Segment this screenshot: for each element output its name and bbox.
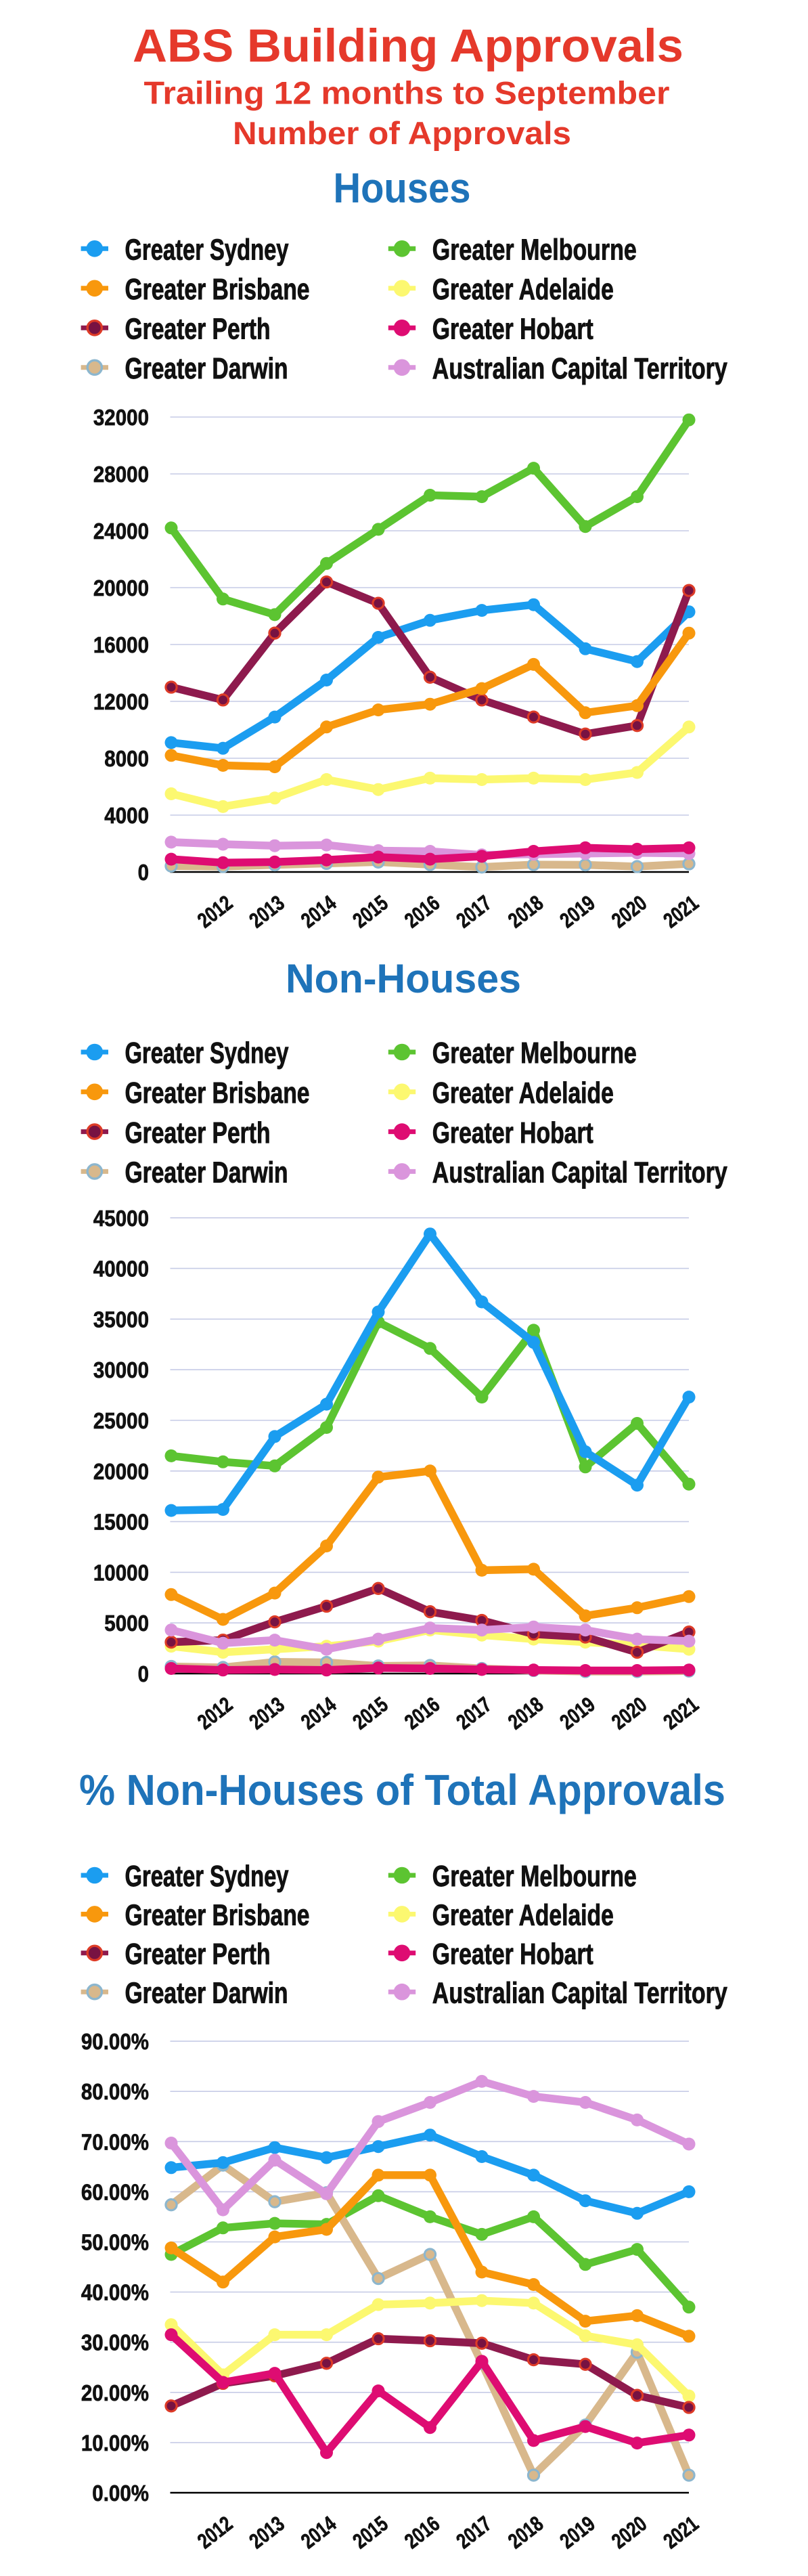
svg-text:0: 0 xyxy=(138,860,149,885)
svg-text:Australian Capital Territory: Australian Capital Territory xyxy=(432,352,727,385)
svg-text:Non-Houses: Non-Houses xyxy=(286,956,521,1001)
svg-text:50.00%: 50.00% xyxy=(81,2230,149,2255)
svg-text:24000: 24000 xyxy=(93,519,149,544)
svg-text:40000: 40000 xyxy=(93,1257,149,1282)
svg-text:40.00%: 40.00% xyxy=(81,2280,149,2305)
svg-text:Greater Sydney: Greater Sydney xyxy=(125,1860,289,1893)
svg-text:Houses: Houses xyxy=(334,165,471,212)
svg-text:60.00%: 60.00% xyxy=(81,2179,149,2204)
svg-text:90.00%: 90.00% xyxy=(81,2029,149,2054)
svg-text:Number of Approvals: Number of Approvals xyxy=(233,115,571,151)
svg-text:Trailing 12 months to Septembe: Trailing 12 months to September xyxy=(144,75,670,111)
svg-text:Greater Darwin: Greater Darwin xyxy=(125,352,288,385)
svg-text:15000: 15000 xyxy=(93,1510,149,1535)
svg-text:Greater Melbourne: Greater Melbourne xyxy=(432,1860,637,1893)
svg-text:Greater Adelaide: Greater Adelaide xyxy=(432,1899,614,1932)
svg-text:Greater Brisbane: Greater Brisbane xyxy=(125,273,310,306)
svg-text:12000: 12000 xyxy=(93,689,149,714)
svg-text:% Non-Houses of Total Approval: % Non-Houses of Total Approvals xyxy=(79,1766,725,1814)
svg-text:30.00%: 30.00% xyxy=(81,2330,149,2355)
svg-text:32000: 32000 xyxy=(93,405,149,430)
svg-text:Greater Brisbane: Greater Brisbane xyxy=(125,1899,310,1932)
svg-text:16000: 16000 xyxy=(93,632,149,657)
svg-text:5000: 5000 xyxy=(104,1611,149,1636)
svg-text:Greater Melbourne: Greater Melbourne xyxy=(432,234,637,267)
svg-text:Greater Darwin: Greater Darwin xyxy=(125,1156,288,1189)
svg-text:Greater Hobart: Greater Hobart xyxy=(432,1116,593,1150)
svg-text:70.00%: 70.00% xyxy=(81,2129,149,2154)
svg-text:35000: 35000 xyxy=(93,1307,149,1332)
svg-text:Greater Perth: Greater Perth xyxy=(125,1116,271,1150)
svg-text:4000: 4000 xyxy=(104,803,149,828)
svg-text:0.00%: 0.00% xyxy=(92,2481,149,2506)
svg-text:Greater Sydney: Greater Sydney xyxy=(125,1036,289,1070)
svg-text:20000: 20000 xyxy=(93,1459,149,1484)
svg-text:Greater Brisbane: Greater Brisbane xyxy=(125,1076,310,1110)
svg-text:80.00%: 80.00% xyxy=(81,2079,149,2104)
svg-text:Greater Perth: Greater Perth xyxy=(125,313,271,346)
svg-text:Greater Sydney: Greater Sydney xyxy=(125,234,289,267)
svg-text:20.00%: 20.00% xyxy=(81,2380,149,2405)
svg-text:Greater Darwin: Greater Darwin xyxy=(125,1976,288,2009)
svg-text:Greater Hobart: Greater Hobart xyxy=(432,313,593,346)
svg-text:Greater Hobart: Greater Hobart xyxy=(432,1938,593,1971)
svg-text:Australian Capital Territory: Australian Capital Territory xyxy=(432,1976,727,2009)
svg-text:Greater Melbourne: Greater Melbourne xyxy=(432,1036,637,1070)
svg-text:Greater Adelaide: Greater Adelaide xyxy=(432,273,614,306)
svg-text:25000: 25000 xyxy=(93,1408,149,1433)
svg-text:10000: 10000 xyxy=(93,1560,149,1585)
svg-text:30000: 30000 xyxy=(93,1357,149,1382)
svg-text:28000: 28000 xyxy=(93,462,149,487)
svg-text:Greater Adelaide: Greater Adelaide xyxy=(432,1076,614,1110)
svg-text:10.00%: 10.00% xyxy=(81,2430,149,2455)
svg-text:20000: 20000 xyxy=(93,575,149,601)
svg-text:Australian Capital Territory: Australian Capital Territory xyxy=(432,1156,727,1189)
svg-text:0: 0 xyxy=(138,1661,149,1686)
svg-text:ABS Building Approvals: ABS Building Approvals xyxy=(133,20,683,72)
svg-text:Greater Perth: Greater Perth xyxy=(125,1938,271,1971)
svg-text:8000: 8000 xyxy=(104,746,149,771)
svg-text:45000: 45000 xyxy=(93,1206,149,1231)
